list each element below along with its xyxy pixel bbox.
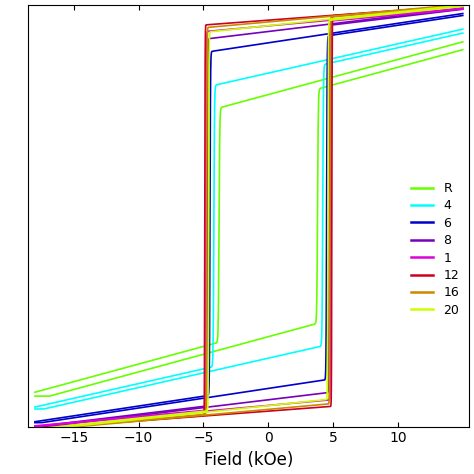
X-axis label: Field (kOe): Field (kOe): [204, 451, 293, 469]
Legend: R, 4, 6, 8, 1, 12, 16, 20: R, 4, 6, 8, 1, 12, 16, 20: [407, 178, 463, 320]
